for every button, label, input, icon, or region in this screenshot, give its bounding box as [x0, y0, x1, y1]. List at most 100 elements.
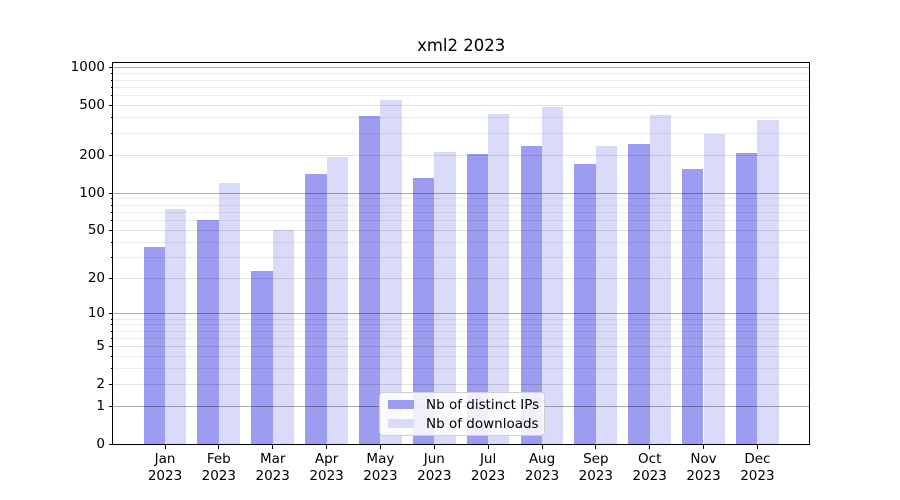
gridline-4	[113, 356, 810, 358]
x-tick-mark-aug	[541, 444, 543, 449]
y-minor-tick-70	[110, 211, 113, 213]
legend-label-ips: Nb of distinct IPs	[426, 396, 540, 413]
bar-ips-oct	[628, 143, 650, 444]
x-tick-mark-sep	[595, 444, 597, 449]
gridline-5	[113, 346, 810, 348]
y-minor-tick-9	[110, 318, 113, 320]
bar-downloads-jun	[434, 151, 456, 444]
y-tick-label-1: 1	[96, 398, 105, 415]
x-tick-mark-jun	[433, 444, 435, 449]
gridline-40	[113, 241, 810, 243]
x-tick-mark-mar	[272, 444, 274, 449]
bar-ips-aug	[520, 146, 542, 444]
y-tick-mark-500	[108, 105, 113, 107]
y-tick-mark-100	[108, 192, 113, 194]
bar-ips-sep	[574, 164, 596, 444]
y-minor-tick-6	[110, 337, 113, 339]
bar-ips-dec	[736, 152, 758, 444]
bar-ips-feb	[197, 219, 219, 444]
legend-swatch-downloads-icon	[388, 419, 414, 428]
bar-downloads-dec	[757, 119, 779, 444]
gridline-7	[113, 330, 810, 332]
x-tick-label-oct: Oct 2023	[632, 451, 667, 485]
x-tick-mark-may	[379, 444, 381, 449]
gridline-500	[113, 105, 810, 107]
plot-area	[113, 63, 810, 444]
bar-downloads-aug	[541, 106, 564, 444]
gridline-10	[113, 313, 810, 315]
bar-downloads-feb	[218, 182, 241, 444]
legend-label-downloads: Nb of downloads	[426, 415, 539, 432]
y-tick-label-0: 0	[96, 436, 105, 452]
y-tick-label-5: 5	[96, 338, 105, 355]
bar-ips-mar	[251, 270, 273, 444]
y-tick-mark-200	[108, 154, 113, 156]
gridline-70	[113, 211, 810, 213]
y-minor-tick-90	[110, 198, 113, 200]
y-tick-label-20: 20	[87, 270, 105, 287]
gridline-300	[113, 132, 810, 134]
gridline-50	[113, 229, 810, 231]
y-tick-label-1000: 1000	[70, 59, 105, 76]
y-tick-label-50: 50	[87, 221, 105, 238]
bar-ips-nov	[682, 168, 704, 444]
gridline-400	[113, 117, 810, 119]
bar-downloads-mar	[272, 229, 295, 444]
x-tick-label-nov: Nov 2023	[686, 451, 721, 485]
bar-downloads-nov	[703, 134, 725, 444]
gridline-80	[113, 204, 810, 206]
y-tick-mark-1	[108, 406, 113, 408]
x-tick-mark-dec	[756, 444, 758, 449]
gridline-8	[113, 324, 810, 326]
bar-downloads-jul	[488, 114, 510, 444]
x-tick-label-jun: Jun 2023	[417, 451, 452, 485]
x-tick-mark-nov	[703, 444, 704, 449]
y-minor-tick-3	[110, 368, 113, 370]
x-tick-label-feb: Feb 2023	[201, 451, 236, 485]
y-minor-tick-700	[110, 86, 113, 88]
gridline-90	[113, 198, 810, 200]
x-tick-label-aug: Aug 2023	[524, 451, 560, 485]
x-tick-label-jan: Jan 2023	[147, 451, 183, 485]
y-tick-mark-5	[108, 346, 113, 348]
y-minor-tick-30	[110, 256, 113, 258]
gridline-30	[113, 256, 810, 258]
gridline-1000	[113, 67, 810, 69]
bar-downloads-sep	[595, 145, 618, 444]
gridline-800	[113, 79, 810, 81]
gridline-20	[113, 278, 810, 280]
y-minor-tick-80	[110, 204, 113, 206]
legend-entry-ips: Nb of distinct IPs	[388, 397, 544, 413]
x-tick-label-sep: Sep 2023	[578, 451, 613, 485]
x-tick-label-jul: Jul 2023	[470, 451, 506, 485]
y-minor-tick-60	[110, 219, 113, 221]
gridline-200	[113, 154, 810, 156]
bar-ips-jun	[412, 178, 435, 444]
y-tick-label-100: 100	[79, 184, 105, 201]
y-tick-mark-50	[108, 229, 113, 231]
gridline-2	[113, 384, 810, 386]
gridline-100	[113, 192, 810, 194]
x-tick-mark-apr	[326, 444, 328, 449]
y-tick-label-2: 2	[96, 376, 105, 393]
y-tick-mark-2	[108, 384, 113, 386]
x-tick-label-may: May 2023	[363, 451, 398, 485]
bar-downloads-may	[380, 99, 402, 444]
y-tick-mark-10	[108, 313, 113, 315]
chart-title: xml2 2023	[417, 36, 506, 55]
x-tick-label-mar: Mar 2023	[255, 451, 290, 485]
x-tick-mark-oct	[649, 444, 651, 449]
x-tick-mark-jan	[164, 444, 166, 449]
bar-downloads-oct	[649, 114, 672, 444]
y-tick-mark-20	[108, 278, 113, 280]
x-tick-mark-jul	[487, 444, 489, 449]
bar-ips-jan	[143, 247, 165, 444]
gridline-9	[113, 318, 810, 320]
y-minor-tick-8	[110, 324, 113, 326]
x-tick-mark-feb	[218, 444, 220, 449]
y-tick-mark-1000	[108, 67, 113, 69]
y-minor-tick-4	[110, 356, 113, 358]
y-minor-tick-7	[110, 330, 113, 332]
y-tick-mark-0	[108, 444, 113, 445]
